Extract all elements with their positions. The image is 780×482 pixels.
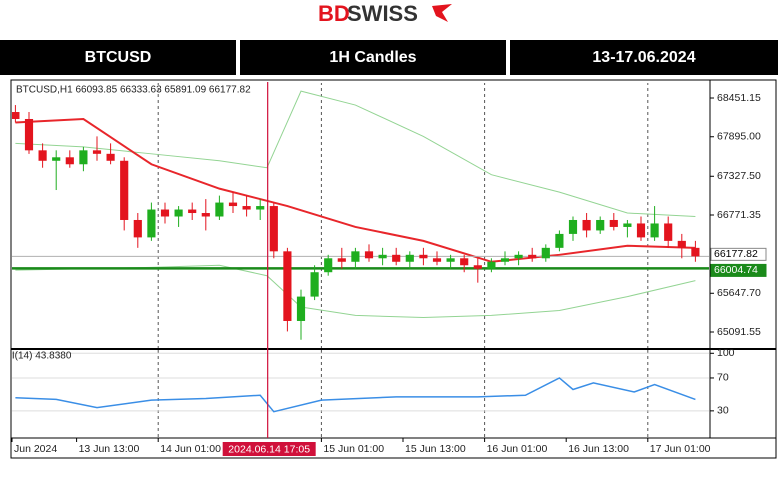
candle-body [650,223,659,238]
candle-body [528,254,537,259]
price-level-label: 66004.74 [714,264,758,276]
chart-frame [10,79,777,459]
chart-info: BTCUSD,H1 66093.85 66333.63 65891.09 661… [16,85,251,96]
candle-body [160,209,170,217]
candle-body [378,254,387,259]
candle-body [596,219,605,231]
price-level-label: 66177.82 [714,248,758,260]
candle-body [636,223,646,238]
header-symbol: BTCUSD [85,49,152,66]
rsi-label-clip: RSI(14) 43.8380 [0,351,72,362]
candle-body [120,160,129,220]
candle-body [242,206,251,210]
x-tick-label: 15 Jun 01:00 [323,443,384,455]
y-tick-label: 65647.70 [717,287,761,299]
candle-body [623,223,632,227]
price-level-box [710,247,767,261]
band-line [15,264,696,318]
candle-body [487,261,496,269]
candle-body [24,118,34,151]
x-tick-label: 16 Jun 01:00 [487,443,548,455]
candle-body [65,157,74,165]
rsi-tick-label: 100 [717,347,735,359]
candle-body [691,247,700,257]
x-tick-label: Jun 2024 [14,443,57,455]
rsi-plot [12,350,709,438]
candle-body [337,258,346,262]
candle-body [446,258,455,262]
header-dates: 13-17.06.2024 [592,49,695,66]
candle-body [500,258,510,262]
candle-body [460,258,469,266]
header-cell [0,40,236,75]
event-marker-label: 2024.06.14 17:05 [228,443,310,455]
candle-body [582,219,591,231]
candle-body [473,265,482,269]
candle-body [555,233,564,248]
header-timeframe: 1H Candles [329,49,416,66]
candle-body [188,209,197,214]
candle-body [405,254,414,262]
price-plot [12,83,709,348]
candle-body [609,219,618,227]
candle-body [677,240,686,248]
axes: 68451.15 67895.00 67327.50 66771.35 65647.70… [11,92,767,455]
x-tick-label: 15 Jun 13:00 [405,443,466,455]
candle-body [174,209,183,217]
rsi-label: RSI(14) 43.8380 [0,351,72,362]
candle-body [228,202,238,207]
price-level-box [710,263,767,277]
candle-body [419,254,428,259]
event-marker-box [222,442,316,456]
header-cell [240,40,506,75]
y-tick-label: 68451.15 [717,92,761,104]
candle-body [256,206,265,210]
candle-body [269,206,278,252]
y-tick-label: 65091.55 [717,326,761,338]
candle-body [92,150,102,154]
candle-body [201,213,210,217]
candle-body [568,219,578,234]
logo-swiss: SWISS [347,1,418,26]
candle-body [38,150,47,161]
logo-flag [432,4,452,22]
candle-body [79,150,88,165]
candle-body [133,219,142,238]
candle-body [392,254,401,262]
candle-body [147,209,156,238]
candle-body [106,153,115,161]
candle-body [541,247,550,259]
x-tick-label: 16 Jun 13:00 [568,443,629,455]
logo-bd: BD [318,1,350,26]
candle-body [432,258,442,262]
x-tick-label: 14 Jun 01:00 [160,443,221,455]
candle-body [351,251,360,262]
rsi-tick-label: 30 [717,405,729,417]
candle-body [296,296,306,321]
moving-average [15,117,696,263]
candle-body [310,272,319,297]
y-tick-label: 67327.50 [717,170,761,182]
y-tick-label: 67895.00 [717,131,761,143]
candle-body [514,254,523,259]
candle-body [12,112,20,119]
x-tick-label: 13 Jun 13:00 [79,443,140,455]
rsi-tick-label: 70 [717,372,729,384]
candle-body [364,251,374,259]
candle-body [215,202,224,217]
rsi-line [15,377,696,413]
header-cell [510,40,778,75]
candle-body [324,258,333,273]
candle-body [664,223,673,241]
candle-body [283,251,292,321]
candle-body [52,157,61,161]
y-tick-label: 66771.35 [717,209,761,221]
x-tick-label: 17 Jun 01:00 [650,443,711,455]
band-line [15,90,696,217]
